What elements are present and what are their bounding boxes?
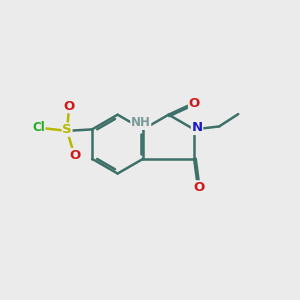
Text: O: O xyxy=(193,181,204,194)
Text: O: O xyxy=(189,97,200,110)
Text: O: O xyxy=(70,148,81,161)
Text: O: O xyxy=(64,100,75,112)
Text: N: N xyxy=(191,122,203,134)
Text: Cl: Cl xyxy=(32,121,45,134)
Text: NH: NH xyxy=(131,116,151,129)
Text: S: S xyxy=(62,123,72,136)
